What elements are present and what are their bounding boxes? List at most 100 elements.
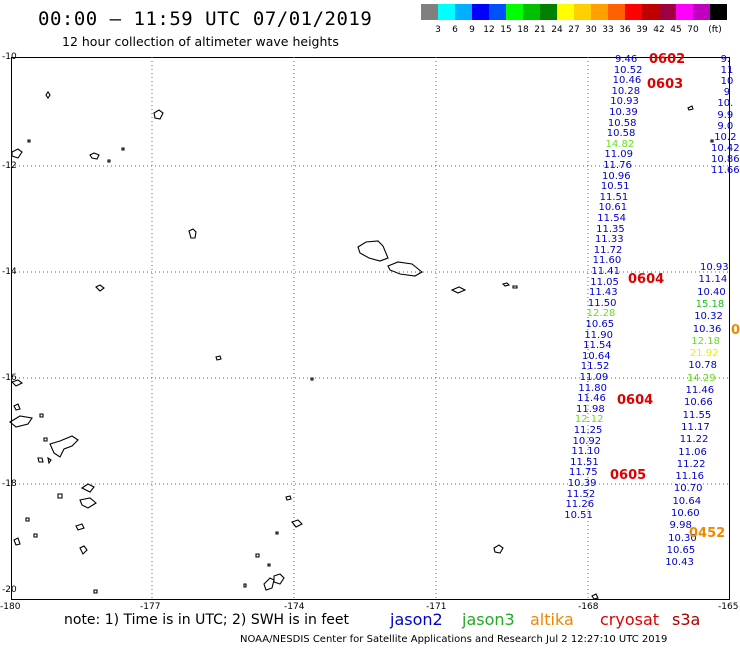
wave-height-value: 14.29 [686,372,716,384]
island-outlines [9,91,714,600]
scale-label: 36 [619,25,631,35]
latitude-label: -14 [2,267,17,277]
wave-height-value: 11.35 [596,223,625,235]
wave-height-value: 11.41 [591,266,621,277]
wave-height-value: 11.16 [675,471,704,483]
wave-height-value: 11.43 [589,287,618,299]
satellite-legend-item: jason2 [390,610,443,629]
wave-height-value: 10 [720,76,734,88]
island-tonga-south [93,495,303,594]
wave-height-value: 11.51 [599,191,629,203]
graticule [11,57,730,600]
wave-height-value: 12.12 [574,414,604,426]
pass-time-label: 0605 [610,468,647,483]
wave-height-value: 11.14 [698,274,728,286]
island-small-4 [215,355,314,381]
scale-unit: (ft) [708,25,722,35]
wave-height-value: 11 [720,65,734,77]
scale-swatch [540,4,557,20]
units-note: note: 1) Time is in UTC; 2) SWH is in fe… [64,612,350,628]
satellite-legend-item: cryosat [600,610,660,629]
wave-height-value: 10.46 [612,75,642,87]
scale-label: 3 [435,25,441,35]
scale-swatch [693,4,710,20]
scale-swatch [438,4,455,20]
wave-height-value: 10.58 [607,117,637,129]
latitude-label: -16 [2,373,17,383]
wave-height-value: 10.58 [606,128,636,140]
wave-height-value: 11.66 [711,165,740,176]
wave-height-value: 10.36 [692,323,722,335]
wave-height-value: 10.96 [602,170,631,182]
scale-label: 15 [500,25,512,35]
wave-height-value: 11.54 [583,340,612,352]
wave-height-value: 10.64 [581,350,611,362]
pass-time-label: 0604 [617,393,654,408]
wave-height-value: 10.42 [711,142,740,154]
scale-label: 45 [670,25,682,35]
wave-height-value: 10.43 [665,557,694,569]
wave-height-value: 11.72 [593,244,623,256]
longitude-label: -165 [718,602,739,612]
scale-label: 9 [469,25,475,35]
wave-height-value: 11.17 [681,421,710,433]
scale-label: 70 [687,25,699,35]
latitude-label: -12 [2,161,17,171]
wave-height-value: 11.10 [571,446,600,458]
island-east [591,105,714,600]
wave-height-value: 11.09 [604,149,634,161]
wave-height-value: 15.18 [695,298,725,310]
scale-swatch [710,4,727,20]
wave-height-value: 11.06 [678,446,707,458]
wave-height-value: 12.18 [691,335,720,347]
island-small-3 [11,139,31,159]
wave-height-value: 11.05 [590,276,619,288]
scale-swatch [591,4,608,20]
island-wallis [153,109,164,120]
wave-height-value: 11.22 [679,434,709,446]
island-savaii-east [387,261,423,277]
wave-height-value: 11.33 [594,234,624,246]
wave-height-value: 10.93 [700,262,729,273]
island-small-2 [89,147,125,163]
island-futuna [188,228,197,239]
wave-height-value: 10.2 [714,131,737,143]
scale-swatch [557,4,574,20]
pass-time-label: 0604 [628,272,665,287]
wave-height-value: 11.52 [580,361,610,373]
scale-label: 6 [452,25,458,35]
satellite-legend-item: s3a [672,610,701,629]
scale-label: 18 [517,25,529,35]
scale-swatch [625,4,642,20]
longitude-label: -174 [284,602,305,612]
wave-height-value: 10.32 [694,311,723,323]
island-tonga-mid [13,517,88,555]
wave-height-value: 12.28 [586,308,616,320]
wave-height-value: 9.46 [615,54,638,65]
scale-swatch [506,4,523,20]
scale-label: 12 [483,25,495,35]
pass-time-label: 0603 [647,77,684,92]
wave-height-value: 11.46 [577,393,606,405]
pass-time-label: 0 [731,323,740,338]
island-upolu [357,240,389,262]
wave-height-value: 10.28 [611,85,641,97]
island-niuafoou [95,284,105,292]
wave-height-value: 10.39 [609,107,638,118]
wave-height-value: 9.9 [717,109,734,121]
scale-label: 30 [585,25,597,35]
wave-height-value: 10.52 [613,64,643,76]
chart-subtitle: 12 hour collection of altimeter wave hei… [62,34,339,49]
wave-height-value: 11.52 [566,488,596,500]
pass-time-label: 0602 [649,52,686,67]
longitude-label: -171 [426,602,447,612]
map-frame [11,57,730,600]
wave-height-value: 10.51 [564,509,593,521]
island-fiji-north [9,379,44,428]
island-rotuma [45,91,51,99]
scale-swatch [489,4,506,20]
scale-swatch [676,4,693,20]
wave-height-value: 11.26 [565,499,595,511]
island-tonga-north [57,483,97,509]
